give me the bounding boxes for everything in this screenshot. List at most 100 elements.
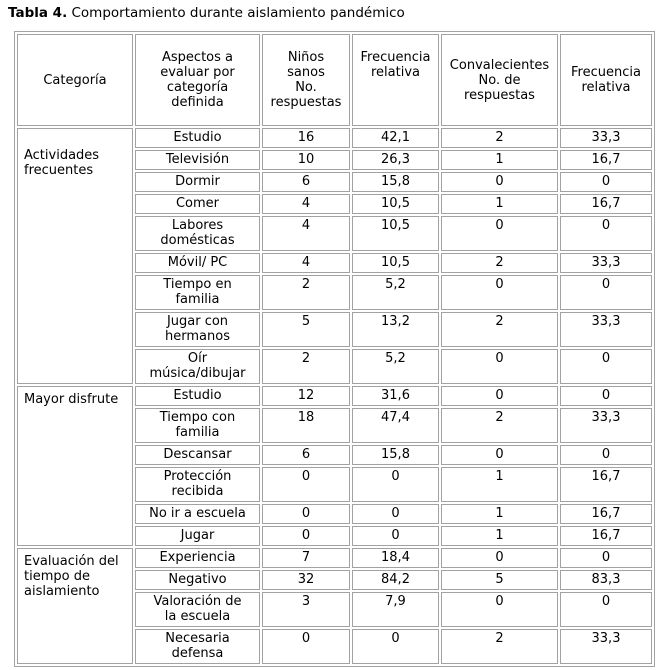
value-cell: 32 [262,570,350,590]
aspect-cell: Oír música/dibujar [135,349,260,384]
value-cell: 2 [441,312,558,347]
aspect-cell: No ir a escuela [135,504,260,524]
value-cell: 0 [560,548,652,568]
table-row: Descansar 6 15,8 0 0 [17,445,652,465]
aspect-cell: Estudio [135,386,260,406]
value-cell: 5 [441,570,558,590]
aspect-cell: Dormir [135,172,260,192]
table-row: Dormir 6 15,8 0 0 [17,172,652,192]
value-cell: 0 [441,349,558,384]
table-row: Negativo 32 84,2 5 83,3 [17,570,652,590]
value-cell: 0 [352,467,439,502]
value-cell: 16,7 [560,150,652,170]
value-cell: 0 [560,349,652,384]
value-cell: 3 [262,592,350,627]
table-row: Valoración de la escuela 3 7,9 0 0 [17,592,652,627]
value-cell: 33,3 [560,312,652,347]
value-cell: 33,3 [560,128,652,148]
aspect-cell: Valoración de la escuela [135,592,260,627]
value-cell: 16,7 [560,526,652,546]
value-cell: 33,3 [560,253,652,273]
aspect-cell: Protección recibida [135,467,260,502]
value-cell: 1 [441,150,558,170]
category-cell: Mayor disfrute [17,386,133,546]
value-cell: 0 [262,467,350,502]
value-cell: 18,4 [352,548,439,568]
value-cell: 5,2 [352,275,439,310]
aspect-cell: Móvil/ PC [135,253,260,273]
table-row: Necesaria defensa 0 0 2 33,3 [17,629,652,664]
value-cell: 1 [441,526,558,546]
value-cell: 6 [262,445,350,465]
value-cell: 84,2 [352,570,439,590]
value-cell: 83,3 [560,570,652,590]
value-cell: 0 [441,216,558,251]
table-caption-text: Comportamiento durante aislamiento pandé… [67,5,405,21]
aspect-cell: Estudio [135,128,260,148]
value-cell: 4 [262,216,350,251]
table-row: Jugar con hermanos 5 13,2 2 33,3 [17,312,652,347]
table-caption: Tabla 4. Comportamiento durante aislamie… [8,5,659,21]
value-cell: 0 [352,504,439,524]
value-cell: 0 [560,386,652,406]
value-cell: 13,2 [352,312,439,347]
aspect-cell: Tiempo en familia [135,275,260,310]
table-header: Categoría Aspectos a evaluar por categorí… [17,34,652,126]
table-row: Labores domésticas 4 10,5 0 0 [17,216,652,251]
value-cell: 2 [262,275,350,310]
table-row: Evaluación del tiempo de aislamiento Expe… [17,548,652,664]
aspect-cell: Negativo [135,570,260,590]
value-cell: 33,3 [560,408,652,443]
table-row: Protección recibida 0 0 1 16,7 [17,467,652,502]
value-cell: 0 [560,592,652,627]
value-cell: 2 [441,629,558,664]
value-cell: 2 [262,349,350,384]
value-cell: 5,2 [352,349,439,384]
value-cell: 10,5 [352,194,439,214]
value-cell: 0 [560,445,652,465]
behavior-table: Categoría Aspectos a evaluar por categorí… [14,31,655,667]
category-cell: Actividades frecuentes [17,128,133,384]
value-cell: 2 [441,253,558,273]
value-cell: 5 [262,312,350,347]
header-cell-convalecientes: Convalecientes No. de respuestas [441,34,558,126]
table-row: Tiempo con familia 18 47,4 2 33,3 [17,408,652,443]
value-cell: 42,1 [352,128,439,148]
table-row: Jugar 0 0 1 16,7 [17,526,652,546]
value-cell: 15,8 [352,172,439,192]
table-row: Mayor disfrute Estudio 12 31,6 0 0 [17,386,652,546]
value-cell: 16,7 [560,467,652,502]
value-cell: 16,7 [560,194,652,214]
aspect-cell: Comer [135,194,260,214]
value-cell: 7,9 [352,592,439,627]
header-cell-categoria: Categoría [17,34,133,126]
value-cell: 6 [262,172,350,192]
value-cell: 0 [560,172,652,192]
table-row: Televisión 10 26,3 1 16,7 [17,150,652,170]
value-cell: 0 [262,504,350,524]
value-cell: 31,6 [352,386,439,406]
value-cell: 47,4 [352,408,439,443]
value-cell: 33,3 [560,629,652,664]
value-cell: 2 [441,408,558,443]
value-cell: 0 [441,445,558,465]
header-row: Categoría Aspectos a evaluar por categorí… [17,34,652,126]
value-cell: 1 [441,504,558,524]
value-cell: 4 [262,253,350,273]
value-cell: 10,5 [352,253,439,273]
value-cell: 18 [262,408,350,443]
value-cell: 10,5 [352,216,439,251]
value-cell: 0 [352,629,439,664]
value-cell: 0 [441,386,558,406]
value-cell: 15,8 [352,445,439,465]
table-row: Tiempo en familia 2 5,2 0 0 [17,275,652,310]
aspect-cell: Jugar con hermanos [135,312,260,347]
value-cell: 2 [441,128,558,148]
value-cell: 0 [441,592,558,627]
value-cell: 0 [441,548,558,568]
aspect-cell: Necesaria defensa [135,629,260,664]
value-cell: 1 [441,194,558,214]
value-cell: 0 [560,216,652,251]
table-row: Oír música/dibujar 2 5,2 0 0 [17,349,652,384]
aspect-cell: Labores domésticas [135,216,260,251]
